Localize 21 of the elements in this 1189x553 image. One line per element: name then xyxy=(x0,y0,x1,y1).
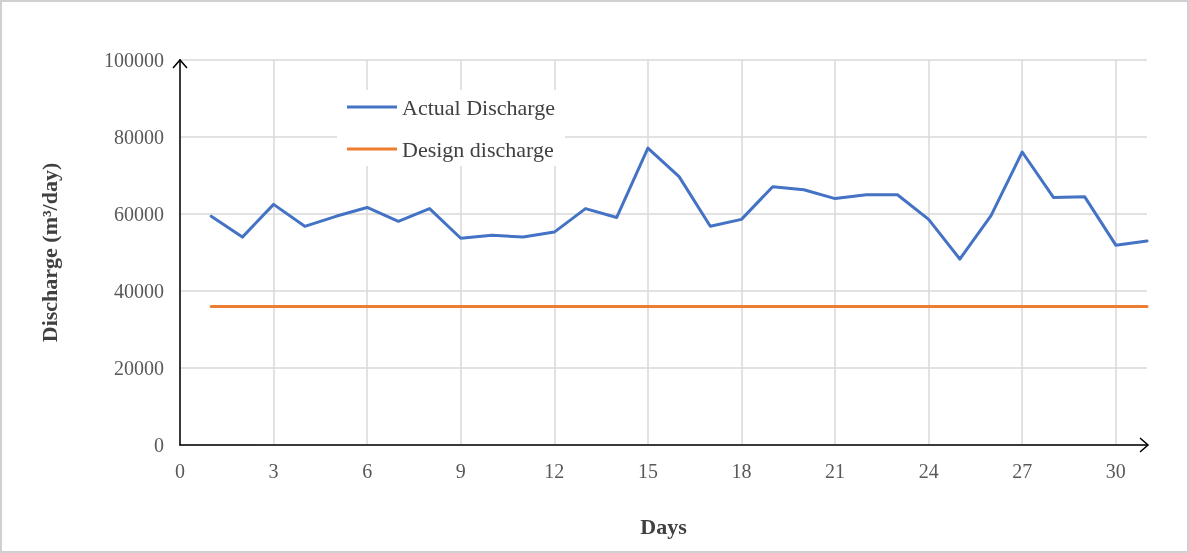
y-tick-label: 60000 xyxy=(114,203,164,225)
x-tick-label: 21 xyxy=(825,460,846,482)
x-axis-title: Days xyxy=(640,513,688,539)
y-tick-label: 40000 xyxy=(114,280,164,302)
legend-label: Design discharge xyxy=(402,136,554,162)
x-tick-label: 24 xyxy=(918,460,939,482)
y-tick-label: 20000 xyxy=(114,357,164,379)
x-tick-label: 12 xyxy=(544,460,565,482)
x-tick-label: 27 xyxy=(1012,460,1033,482)
y-tick-label: 80000 xyxy=(114,126,164,148)
x-tick-label: 0 xyxy=(175,460,185,482)
legend-label: Actual Discharge xyxy=(402,94,555,120)
x-tick-label: 30 xyxy=(1105,460,1126,482)
y-axis-title: Discharge (m³/day) xyxy=(36,162,62,343)
y-tick-label: 100000 xyxy=(104,49,164,71)
x-tick-label: 9 xyxy=(455,460,466,482)
x-tick-label: 18 xyxy=(731,460,752,482)
y-tick-label: 0 xyxy=(154,434,164,456)
x-tick-label: 15 xyxy=(637,460,658,482)
x-tick-label: 3 xyxy=(268,460,279,482)
x-tick-label: 6 xyxy=(362,460,373,482)
